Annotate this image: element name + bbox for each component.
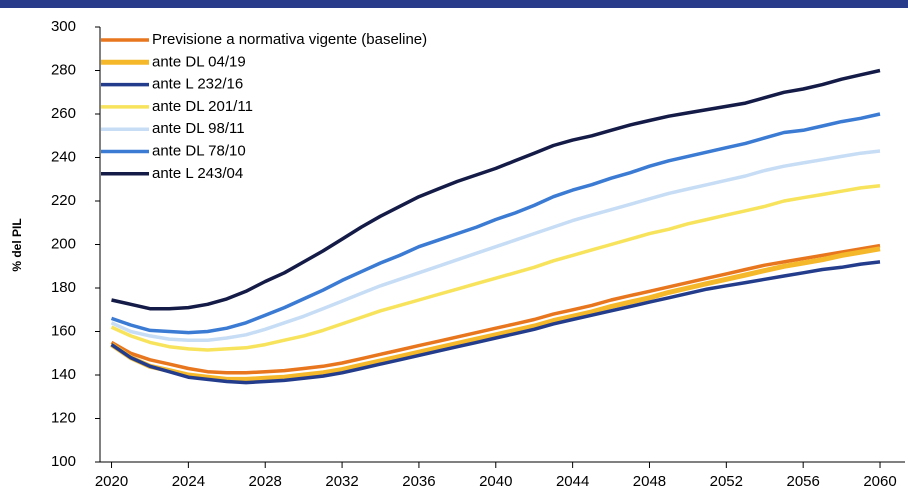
x-tick-label: 2044 xyxy=(556,473,589,490)
x-tick-label: 2060 xyxy=(863,473,896,490)
y-tick-label: 180 xyxy=(51,279,76,296)
legend-label: ante DL 78/10 xyxy=(152,142,246,159)
series-line xyxy=(110,112,881,335)
y-axis-label: % del PIL xyxy=(10,218,24,271)
legend-label: ante L 243/04 xyxy=(152,165,243,182)
y-tick-label: 300 xyxy=(51,18,76,35)
series-line xyxy=(110,243,881,375)
x-tick-label: 2036 xyxy=(402,473,435,490)
x-tick-label: 2032 xyxy=(325,473,358,490)
y-tick-label: 260 xyxy=(51,105,76,122)
series-line xyxy=(111,68,881,311)
y-tick-label: 140 xyxy=(51,366,76,383)
series-line xyxy=(110,184,881,352)
x-tick-label: 2056 xyxy=(786,473,819,490)
y-tick-label: 220 xyxy=(51,192,76,209)
legend-label: Previsione a normativa vigente (baseline… xyxy=(152,31,427,48)
legend-label: ante DL 201/11 xyxy=(152,98,253,115)
legend-label: ante L 232/16 xyxy=(152,76,243,93)
x-tick-label: 2052 xyxy=(710,473,743,490)
x-tick-label: 2024 xyxy=(172,473,205,490)
y-tick-label: 200 xyxy=(51,235,76,252)
y-tick-label: 160 xyxy=(51,322,76,339)
legend-label: ante DL 04/19 xyxy=(152,53,246,70)
y-tick-label: 280 xyxy=(51,61,76,78)
y-tick-label: 120 xyxy=(51,409,76,426)
y-tick-label: 240 xyxy=(51,148,76,165)
series-line xyxy=(110,260,881,385)
x-tick-label: 2028 xyxy=(249,473,282,490)
x-tick-label: 2048 xyxy=(633,473,666,490)
header-bar xyxy=(0,0,908,8)
legend-label: ante DL 98/11 xyxy=(152,120,245,137)
series-line xyxy=(110,149,881,342)
series-line xyxy=(110,246,881,382)
x-tick-label: 2040 xyxy=(479,473,512,490)
y-tick-label: 100 xyxy=(51,453,76,470)
x-tick-label: 2020 xyxy=(95,473,128,490)
